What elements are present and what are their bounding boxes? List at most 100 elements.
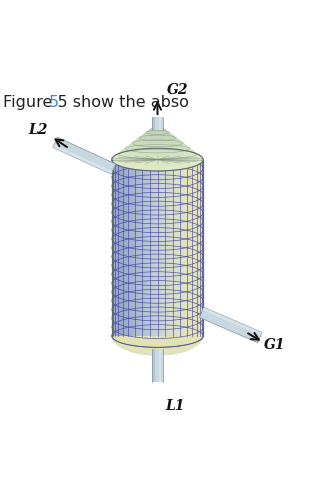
Bar <box>186 159 188 336</box>
Bar <box>123 159 124 336</box>
Bar <box>144 159 145 336</box>
Ellipse shape <box>121 336 194 355</box>
Ellipse shape <box>139 133 176 142</box>
Bar <box>174 159 175 336</box>
Ellipse shape <box>113 147 202 170</box>
Ellipse shape <box>138 134 177 144</box>
Ellipse shape <box>145 130 170 136</box>
Bar <box>187 159 189 336</box>
Ellipse shape <box>140 133 175 142</box>
Ellipse shape <box>117 333 198 354</box>
Ellipse shape <box>125 141 190 156</box>
Ellipse shape <box>132 343 183 355</box>
Ellipse shape <box>112 326 203 348</box>
Bar <box>163 159 164 336</box>
Ellipse shape <box>114 147 201 169</box>
Ellipse shape <box>156 124 159 125</box>
Bar <box>135 159 136 336</box>
Ellipse shape <box>117 145 198 165</box>
Ellipse shape <box>147 129 168 134</box>
Bar <box>120 159 121 336</box>
Ellipse shape <box>135 135 180 146</box>
Ellipse shape <box>143 131 172 139</box>
Bar <box>140 159 141 336</box>
Polygon shape <box>53 137 116 174</box>
Ellipse shape <box>134 136 181 148</box>
Bar <box>181 159 182 336</box>
Ellipse shape <box>121 143 194 161</box>
Ellipse shape <box>126 340 189 355</box>
Ellipse shape <box>122 143 193 161</box>
Bar <box>153 159 154 336</box>
Ellipse shape <box>130 342 185 355</box>
Text: 5: 5 <box>49 95 59 110</box>
Ellipse shape <box>154 126 161 128</box>
Bar <box>159 117 161 130</box>
Bar <box>114 159 116 336</box>
Bar <box>183 159 184 336</box>
Bar <box>152 159 153 336</box>
Bar <box>116 159 117 336</box>
Ellipse shape <box>129 139 186 153</box>
Ellipse shape <box>125 339 190 355</box>
Ellipse shape <box>123 142 192 159</box>
Bar <box>112 159 113 336</box>
Ellipse shape <box>154 125 161 127</box>
Ellipse shape <box>139 134 176 143</box>
Bar <box>139 159 140 336</box>
Bar <box>159 159 160 336</box>
Bar <box>152 117 163 130</box>
Bar <box>202 159 203 336</box>
Ellipse shape <box>116 146 199 167</box>
Ellipse shape <box>144 131 171 138</box>
Ellipse shape <box>135 136 180 147</box>
Ellipse shape <box>115 147 200 168</box>
Bar <box>122 159 123 336</box>
Bar <box>170 159 171 336</box>
Bar <box>117 159 118 336</box>
Bar <box>115 159 117 336</box>
Ellipse shape <box>114 330 201 352</box>
Bar <box>167 159 169 336</box>
Bar <box>165 159 166 336</box>
Ellipse shape <box>113 329 202 351</box>
Bar <box>145 159 146 336</box>
Ellipse shape <box>120 144 195 162</box>
Bar <box>129 159 130 336</box>
Bar <box>196 159 197 336</box>
Ellipse shape <box>148 129 167 134</box>
Bar <box>162 159 163 336</box>
Ellipse shape <box>152 126 163 129</box>
Bar <box>154 159 155 336</box>
Bar <box>130 159 131 336</box>
Ellipse shape <box>118 145 197 165</box>
Bar <box>193 159 194 336</box>
Bar <box>137 159 139 336</box>
Bar <box>158 159 159 336</box>
Bar <box>152 349 155 382</box>
Bar <box>127 159 129 336</box>
Bar <box>155 159 156 336</box>
Bar <box>134 159 135 336</box>
Bar <box>201 159 203 336</box>
Bar <box>128 159 129 336</box>
Bar <box>150 159 151 336</box>
Ellipse shape <box>142 132 173 139</box>
Bar <box>166 159 168 336</box>
Ellipse shape <box>128 341 187 355</box>
Ellipse shape <box>119 144 196 164</box>
Bar <box>175 159 176 336</box>
Bar <box>152 117 155 130</box>
Bar <box>184 159 185 336</box>
Ellipse shape <box>112 327 203 350</box>
Bar <box>161 159 162 336</box>
Bar <box>138 159 139 336</box>
Polygon shape <box>53 144 112 174</box>
Bar <box>168 159 169 336</box>
Bar <box>186 159 187 336</box>
Bar <box>149 159 150 336</box>
Bar <box>131 159 132 336</box>
Ellipse shape <box>132 138 183 150</box>
Ellipse shape <box>112 148 203 170</box>
Bar <box>178 159 180 336</box>
